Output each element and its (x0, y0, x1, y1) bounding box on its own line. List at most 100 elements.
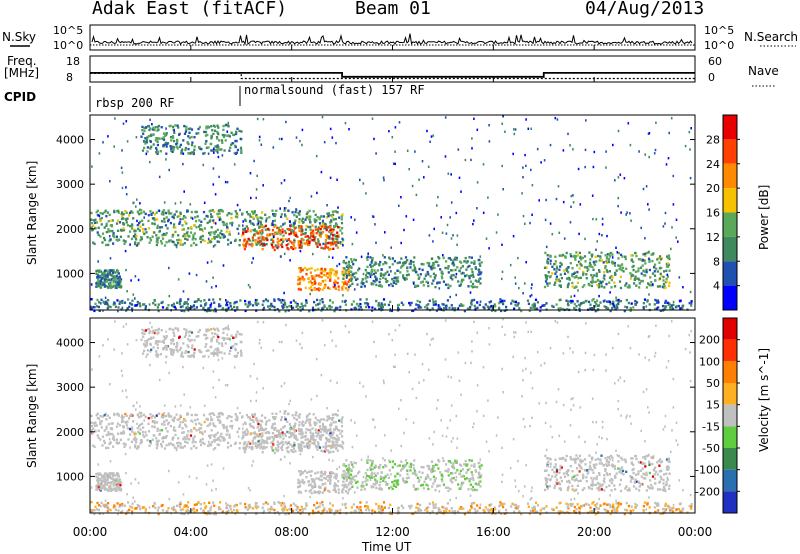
power-cell (229, 146, 232, 149)
velocity-cell (147, 422, 150, 426)
power-cell (591, 194, 594, 197)
velocity-cell (294, 450, 297, 453)
power-cell (418, 178, 420, 181)
power-cell (342, 259, 345, 263)
power-cell (412, 260, 415, 264)
velocity-cell (105, 427, 108, 431)
power-cell (392, 281, 395, 284)
power-cell (624, 257, 627, 261)
power-cell (322, 306, 325, 309)
power-cell (655, 267, 658, 270)
power-cell (525, 261, 527, 264)
velocity-cell (160, 415, 163, 419)
velocity-cell (118, 488, 121, 491)
velocity-cell (107, 423, 110, 426)
velocity-cell (234, 413, 237, 416)
power-cell (470, 268, 473, 271)
velocity-cell (104, 412, 107, 415)
power-cell (629, 306, 632, 310)
power-cell (310, 275, 313, 278)
velocity-cell (280, 418, 283, 422)
power-cell (181, 224, 184, 227)
power-cell (436, 204, 438, 207)
velocity-cell (297, 446, 300, 450)
power-cell (627, 286, 631, 289)
power-cell (310, 231, 313, 234)
velocity-cell (337, 491, 340, 494)
power-cell (487, 196, 489, 199)
velocity-cell (222, 439, 225, 442)
power-cell (364, 302, 367, 305)
power-cell (514, 282, 517, 285)
power-cell (94, 227, 97, 230)
power-cell (660, 274, 663, 277)
power-cell (335, 241, 338, 244)
velocity-cell (167, 422, 170, 426)
power-cell (217, 209, 220, 213)
power-cell (217, 233, 220, 237)
power-cell (195, 243, 198, 247)
power-cell (337, 225, 340, 229)
power-cell (181, 305, 184, 308)
power-cell (107, 230, 110, 233)
power-cell (557, 185, 560, 188)
power-cell (327, 271, 330, 274)
velocity-cell (211, 332, 214, 335)
power-cell (394, 126, 397, 129)
power-cell (310, 234, 313, 237)
power-cell (156, 226, 159, 229)
velocity-cell (218, 415, 221, 418)
power-cell (271, 229, 275, 232)
power-cell (199, 228, 202, 231)
power-cell (98, 270, 101, 273)
power-cell (470, 261, 473, 264)
power-cell (653, 152, 656, 155)
power-cell (129, 302, 132, 305)
power-cell (473, 298, 476, 302)
velocity-cell (219, 421, 222, 424)
velocity-cell (306, 443, 309, 446)
power-cell (207, 237, 210, 241)
power-cell (348, 278, 351, 282)
power-cell (169, 136, 173, 139)
velocity-cell (454, 459, 457, 462)
velocity-cell (93, 445, 96, 449)
power-cell (642, 269, 645, 272)
power-cell (349, 265, 352, 268)
velocity-cell (422, 487, 425, 490)
power-cell (214, 148, 217, 152)
power-cell (248, 213, 251, 216)
power-cell (90, 226, 93, 229)
power-cell (425, 273, 428, 276)
power-cell (257, 240, 260, 243)
velocity-cell (186, 441, 189, 444)
power-cell (166, 227, 169, 230)
velocity-cell (226, 428, 229, 432)
velocity-cell (318, 492, 321, 495)
power-cell (571, 285, 574, 288)
power-cell (113, 145, 115, 148)
velocity-cell (119, 488, 122, 492)
power-cell (647, 132, 650, 135)
power-cell (626, 286, 629, 289)
power-cell (199, 240, 203, 244)
velocity-cell (214, 348, 217, 351)
power-cell (384, 277, 387, 281)
velocity-cell (147, 338, 150, 341)
power-cell (224, 180, 227, 184)
velocity-cell (235, 415, 238, 418)
velocity-cell (198, 328, 201, 332)
velocity-cell (468, 479, 471, 483)
velocity-cell (270, 446, 274, 450)
power-cell (378, 284, 381, 288)
noise-sky-line (91, 33, 693, 46)
power-cell (606, 256, 609, 259)
power-cell (502, 115, 504, 118)
power-cell (613, 264, 617, 267)
velocity-cell (162, 347, 166, 350)
power-cell (399, 271, 402, 274)
power-cell (414, 268, 417, 271)
power-cell (336, 246, 339, 249)
power-cell (615, 296, 617, 299)
power-cell (267, 227, 270, 231)
